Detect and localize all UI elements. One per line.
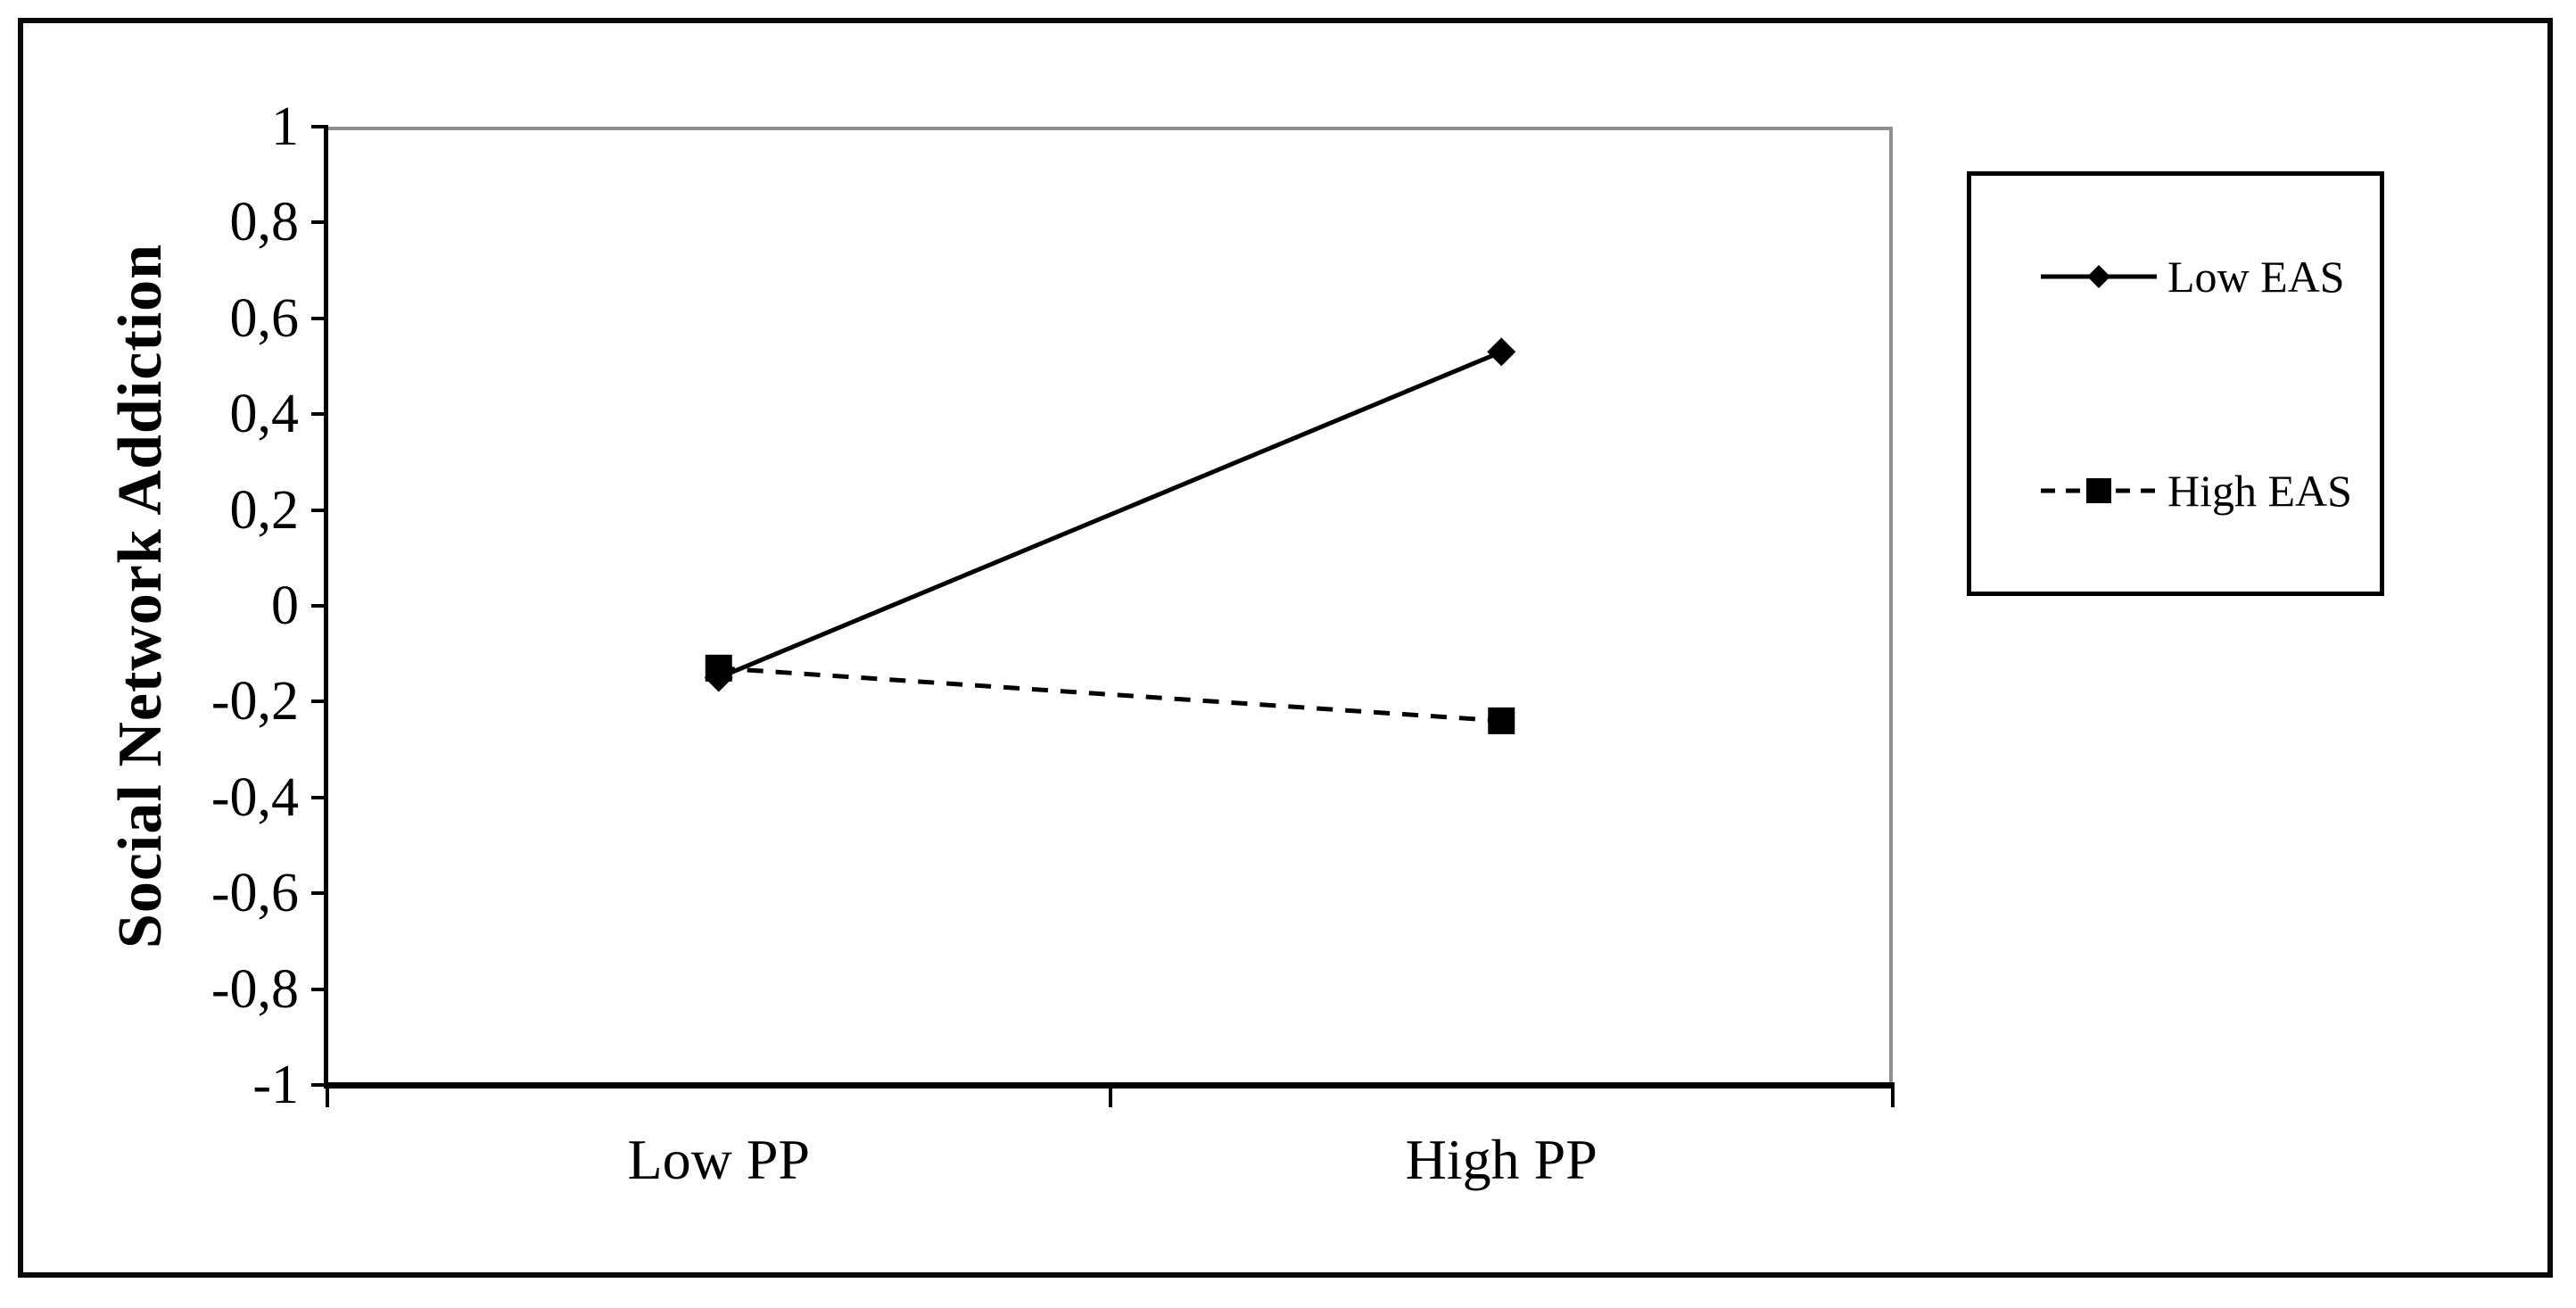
x-tick-mark [326, 1088, 329, 1107]
y-tick-mark [311, 508, 328, 512]
series-line-low-eas [717, 350, 1503, 680]
y-tick-label: -1 [252, 1055, 299, 1115]
y-tick-mark [311, 412, 328, 417]
y-tick-mark [311, 604, 328, 608]
y-tick-mark [311, 1083, 328, 1087]
y-tick-label: -0,2 [211, 671, 299, 733]
y-tick-label: -0,8 [211, 958, 299, 1020]
y-tick-label: 0,8 [229, 192, 300, 253]
y-tick-label: 0,2 [229, 479, 300, 541]
legend-label: High EAS [2167, 466, 2352, 516]
x-category-label: High PP [1405, 1128, 1598, 1191]
y-tick-mark [311, 316, 328, 320]
y-tick-label: 1 [271, 96, 299, 157]
y-tick-label: 0,4 [229, 384, 300, 445]
series-high-eas-square-marker-icon [705, 654, 732, 682]
legend-label: Low EAS [2167, 252, 2345, 302]
legend-entry-low-eas: Low EAS [2041, 245, 2345, 308]
y-tick-mark [311, 220, 328, 225]
legend-line-sample [2041, 265, 2157, 288]
legend-entry-high-eas: High EAS [2041, 459, 2352, 522]
y-tick-mark [311, 891, 328, 896]
legend-square-marker-icon [2086, 478, 2111, 503]
legend-line-sample [2041, 478, 2157, 503]
y-tick-mark [311, 125, 328, 128]
legend-diamond-marker-icon [2087, 265, 2110, 288]
y-tick-mark [311, 987, 328, 991]
legend-box: Low EAS High EAS [1967, 171, 2384, 596]
plot-area [327, 127, 1893, 1085]
series-line-high-eas [718, 666, 1502, 724]
y-tick-label: 0 [271, 575, 299, 636]
y-tick-label: 0,6 [229, 287, 300, 349]
x-tick-mark [1108, 1088, 1112, 1107]
y-tick-label: -0,4 [211, 766, 299, 828]
y-tick-label: -0,6 [211, 863, 299, 924]
x-category-label: Low PP [627, 1128, 811, 1191]
series-low-eas-diamond-marker-icon [1487, 337, 1516, 367]
series-plot [704, 337, 1516, 734]
x-tick-mark [1891, 1088, 1895, 1107]
series-high-eas-square-marker-icon [1488, 707, 1515, 734]
y-tick-mark [311, 795, 328, 799]
x-axis-line [324, 1082, 1895, 1089]
y-tick-mark [311, 700, 328, 704]
